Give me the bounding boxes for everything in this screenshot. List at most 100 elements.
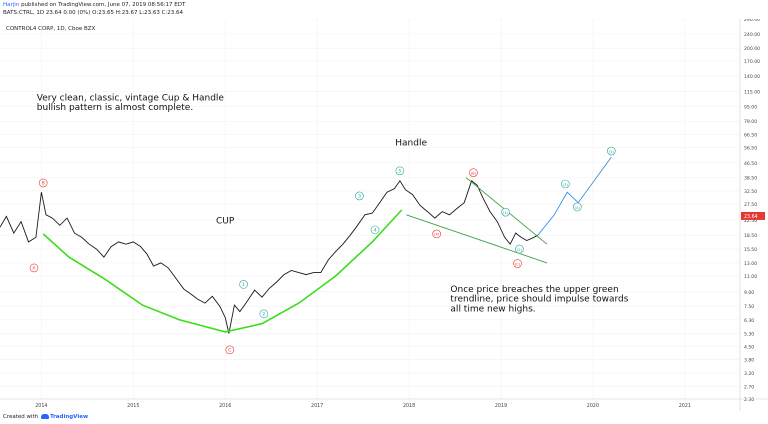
wave-label-text: (1) xyxy=(503,211,509,215)
y-tick-label: 2.30 xyxy=(744,397,754,403)
wave-label-text: (2) xyxy=(517,248,523,252)
wave-label-text: 4 xyxy=(374,228,377,234)
y-tick-label: 4.50 xyxy=(744,344,754,350)
y-tick-label: 6.30 xyxy=(744,318,754,324)
price-chart[interactable]: B A C 1 2 3 4 5 (B) (A) (C) (1) (2) (3) (4) (5) Very cl… xyxy=(0,17,768,411)
annotation-text: trendline, price should impulse towards xyxy=(450,295,628,305)
x-tick-label: 2017 xyxy=(311,403,323,409)
wave-label: (3) xyxy=(561,179,570,189)
y-tick-label: 5.30 xyxy=(744,331,754,337)
x-tick-label: 2018 xyxy=(403,403,415,409)
chart-footer: Created with TradingView xyxy=(0,411,768,424)
y-tick-label: 170.00 xyxy=(744,59,760,65)
series-layer xyxy=(0,156,612,334)
quote-line: BATS:CTRL, 1D 23.64 0.00 (0%) O:23.65 H:… xyxy=(3,10,184,16)
wave-label: (B) xyxy=(469,168,478,177)
wave-label-circle xyxy=(501,207,510,217)
y-tick-label: 32.50 xyxy=(744,189,757,195)
tradingview-logo-icon xyxy=(40,414,49,419)
y-tick-label: 46.50 xyxy=(744,161,757,167)
annotation-text: Handle xyxy=(395,138,427,148)
wave-label-circle xyxy=(432,229,441,239)
price-line xyxy=(0,179,539,334)
x-tick-label: 2014 xyxy=(35,403,47,409)
x-tick-label: 2020 xyxy=(587,403,599,409)
wave-label-text: (A) xyxy=(434,233,440,237)
wave-label-text: 5 xyxy=(398,169,401,175)
wave-label: (4) xyxy=(572,202,582,212)
y-tick-label: 2.70 xyxy=(744,384,754,390)
created-text: Created with xyxy=(3,414,39,420)
chart-background xyxy=(0,19,768,411)
wave-label: 3 xyxy=(355,191,364,201)
wave-label: B xyxy=(38,178,48,188)
wave-label: 4 xyxy=(370,225,380,235)
wave-label: 2 xyxy=(259,309,269,319)
y-tick-label: 200.00 xyxy=(744,46,760,52)
x-tick-label: 2021 xyxy=(679,403,691,409)
annotation-text: Very clean, classic, vintage Cup & Handl… xyxy=(37,93,225,103)
brand-link[interactable]: TradingView xyxy=(49,414,89,420)
wave-label-text: (5) xyxy=(609,150,615,154)
wave-label-circle xyxy=(515,244,524,254)
y-tick-label: 240.00 xyxy=(744,32,760,38)
wave-label-circle xyxy=(469,168,478,177)
x-tick-label: 2016 xyxy=(219,403,231,409)
last-price-text: 23.64 xyxy=(744,214,758,220)
wave-label-text: B xyxy=(42,181,45,187)
wave-label: (1) xyxy=(501,207,510,217)
wave-label-text: 3 xyxy=(358,194,361,200)
wave-label-circle xyxy=(38,178,48,188)
y-tick-label: 140.00 xyxy=(744,74,760,80)
x-tick-label: 2019 xyxy=(495,403,507,409)
chart-header: Harjin published on TradingView.com, Jun… xyxy=(0,0,768,19)
wave-label-circle xyxy=(259,309,269,319)
x-tick-label: 2015 xyxy=(127,403,139,409)
y-tick-label: 11.00 xyxy=(744,274,757,280)
y-tick-label: 95.00 xyxy=(744,105,757,111)
y-tick-label: 115.00 xyxy=(744,90,760,96)
y-tick-label: 13.00 xyxy=(744,261,757,267)
wave-label-text: (B) xyxy=(471,171,477,175)
wave-label-text: (4) xyxy=(575,206,581,210)
annotation-text: all time new highs. xyxy=(450,305,535,315)
wave-label-circle xyxy=(395,166,405,176)
wave-labels: B A C 1 2 3 4 5 (B) (A) (C) (1) (2) (3) (4) (5) xyxy=(29,146,616,355)
wave-label-circle xyxy=(355,191,364,201)
annotation-text: CUP xyxy=(216,216,235,226)
chart-area[interactable]: B A C 1 2 3 4 5 (B) (A) (C) (1) (2) (3) (4) (5) Very cl… xyxy=(0,17,768,411)
time-axis[interactable]: 2014 2015 2016 2017 2018 2019 2020 2021 xyxy=(0,398,768,409)
grid-lines xyxy=(0,18,740,400)
y-tick-label: 38.50 xyxy=(744,176,757,182)
wave-label: A xyxy=(29,263,39,273)
y-tick-label: 27.50 xyxy=(744,202,757,208)
wave-label: (A) xyxy=(432,229,441,239)
y-tick-label: 3.80 xyxy=(744,358,754,364)
y-tick-label: 3.20 xyxy=(744,371,754,377)
y-tick-label: 22.50 xyxy=(744,218,757,224)
cup-curve xyxy=(42,209,403,333)
wave-label: 1 xyxy=(239,280,248,289)
y-tick-label: 9.00 xyxy=(744,290,754,296)
created-with: Created with TradingView xyxy=(3,414,88,420)
publish-text: published on TradingView.com, June 07, 2… xyxy=(21,2,186,8)
y-tick-label: 56.50 xyxy=(744,145,757,151)
wave-label-text: (3) xyxy=(563,183,569,187)
annotation-text: Once price breaches the upper green xyxy=(450,285,618,295)
wave-label: (2) xyxy=(515,244,524,254)
wave-label-circle xyxy=(513,259,522,268)
lower-trendline xyxy=(406,214,548,264)
annotations: Very clean, classic, vintage Cup & Handl… xyxy=(37,93,629,314)
wave-label: (C) xyxy=(513,259,522,268)
wave-label-text: (C) xyxy=(515,262,521,266)
wave-label-circle xyxy=(370,225,380,235)
wave-label-text: 2 xyxy=(262,312,265,318)
wave-label-circle xyxy=(239,280,248,289)
wave-label-circle xyxy=(225,345,235,355)
price-axis[interactable]: 290.00 240.00 200.00 170.00 140.00 115.00 95.0… xyxy=(739,17,765,411)
author-link[interactable]: Harjin xyxy=(3,2,20,8)
wave-label: C xyxy=(225,345,235,355)
last-price-bg xyxy=(741,211,765,220)
wave-label-circle xyxy=(607,146,616,156)
wave-label-circle xyxy=(572,202,582,212)
